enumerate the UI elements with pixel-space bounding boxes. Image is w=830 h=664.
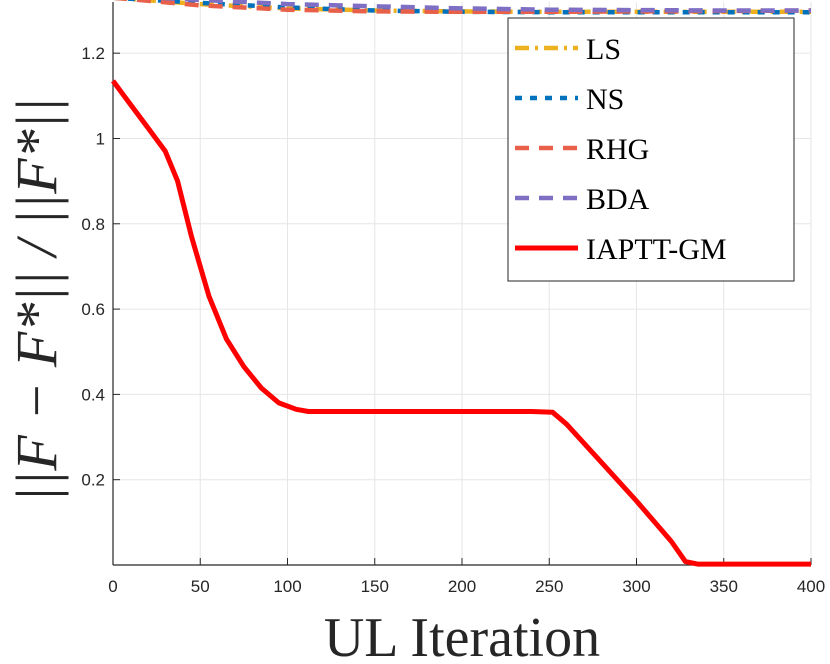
- x-tick-label: 350: [710, 577, 738, 596]
- x-tick-label: 150: [361, 577, 389, 596]
- y-tick-labels: 0.2 0.4 0.6 0.8 1 1.2: [81, 44, 105, 490]
- legend-label: RHG: [586, 133, 649, 166]
- legend-label: NS: [586, 83, 624, 116]
- y-tick-label: 0.6: [81, 300, 105, 319]
- y-tick-label: 1.2: [81, 44, 105, 63]
- x-tick-label: 100: [273, 577, 301, 596]
- legend-label: BDA: [586, 183, 650, 216]
- y-tick-label: 0.4: [81, 385, 105, 404]
- x-tick-label: 50: [191, 577, 210, 596]
- legend-label: LS: [586, 33, 621, 66]
- series-line-bda: [156, 0, 811, 13]
- x-tick-labels: 0 50 100 150 200 250 300 350 400: [108, 577, 825, 596]
- y-tick-label: 0.2: [81, 471, 105, 490]
- y-axis-title: ||F − F*|| / ||F*||: [4, 97, 69, 502]
- legend-label: IAPTT-GM: [586, 233, 727, 266]
- x-tick-label: 300: [622, 577, 650, 596]
- x-tick-label: 250: [535, 577, 563, 596]
- x-tick-label: 400: [797, 577, 825, 596]
- series-lines: [110, 0, 812, 567]
- y-tick-label: 1: [96, 129, 105, 148]
- x-tick-label: 0: [108, 577, 117, 596]
- x-axis-title: UL Iteration: [324, 607, 600, 664]
- x-tick-label: 200: [448, 577, 476, 596]
- legend: LS NS RHG BDA IAPTT-GM: [507, 17, 795, 282]
- series-line-iaptt-gm: [110, 79, 811, 567]
- legend-box: [507, 17, 795, 282]
- y-tick-label: 0.8: [81, 215, 105, 234]
